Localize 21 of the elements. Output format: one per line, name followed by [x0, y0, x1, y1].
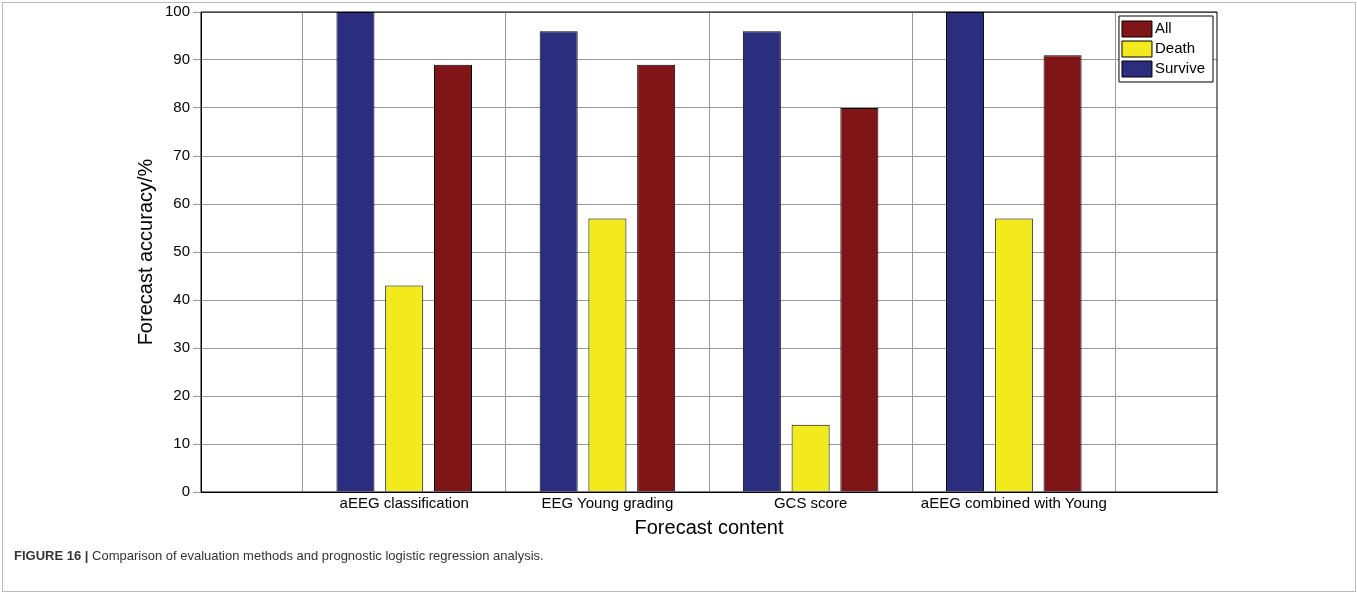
- x-tick-label: aEEG combined with Young: [920, 494, 1107, 512]
- x-tick-label: EEG Young grading: [541, 494, 674, 512]
- y-tick-label: 60: [173, 194, 191, 212]
- x-axis-title: Forecast content: [634, 515, 784, 538]
- legend-label: Death: [1154, 39, 1196, 57]
- y-tick-label: 50: [173, 242, 191, 260]
- legend-label: Survive: [1154, 59, 1206, 77]
- y-tick-label: 0: [181, 482, 191, 500]
- y-tick-label: 30: [173, 338, 191, 356]
- y-tick-label: 20: [173, 386, 191, 404]
- y-tick-label: 100: [165, 2, 191, 20]
- y-tick-label: 40: [173, 290, 191, 308]
- y-tick-label: 80: [173, 98, 191, 116]
- y-tick-label: 70: [173, 146, 191, 164]
- x-tick-label: GCS score: [773, 494, 848, 512]
- x-tick-label: aEEG classification: [339, 494, 469, 512]
- y-tick-label: 10: [173, 434, 191, 452]
- y-tick-label: 90: [173, 50, 191, 68]
- y-axis-title: Forecast accuracy/%: [133, 158, 156, 346]
- legend-label: All: [1154, 19, 1172, 37]
- caption: FIGURE 16 | Comparison of evaluation methods and prognostic logistic regression analysis.: [14, 548, 544, 563]
